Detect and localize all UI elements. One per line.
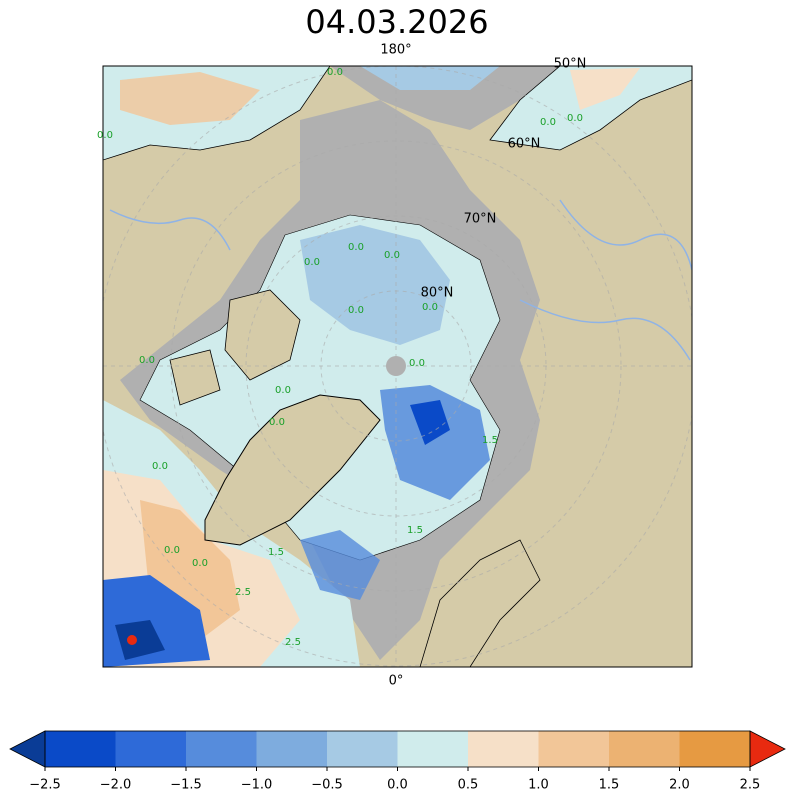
land [224,289,301,381]
colorbar-extend [9,730,46,768]
colorbar-bin [186,731,257,767]
contour-label: 2.5 [285,637,301,648]
colorbar-tick-label: 2.5 [740,778,761,793]
anomaly [115,620,165,660]
colorbar-bin [609,731,680,767]
contour-label: 0.0 [269,417,285,428]
contour-label: 1.5 [482,435,498,446]
colorbar-bin [468,731,539,767]
colorbar-tick-label: −1.0 [241,778,273,793]
map-frame [102,65,693,668]
lat-label: 50°N [554,57,587,72]
colorbar-tick-label: 2.0 [669,778,690,793]
anomaly [300,225,450,345]
contour-label: 0.0 [164,545,180,556]
colorbar-bin [45,731,116,767]
anomaly [127,635,137,645]
colorbar-extend [749,730,786,768]
colorbar-bin [397,731,468,767]
river [109,199,692,361]
colorbar-tick-label: −0.5 [311,778,343,793]
anomaly [120,72,260,125]
ocean [489,66,692,151]
anomaly [410,400,450,445]
contour-label: 0.0 [327,67,343,78]
colorbar-bin [538,731,609,767]
contour-label: 0.0 [348,305,364,316]
colorbar-tick-label: 0.0 [387,778,408,793]
anomaly [300,530,380,600]
contour-label: 0.0 [348,242,364,253]
colorbar-tick-label: −2.0 [100,778,132,793]
colorbar-tick-label: −1.5 [170,778,202,793]
colorbar-bin [679,731,750,767]
anomaly [380,385,490,500]
colorbar-bin [115,731,186,767]
title: 04.03.2026 [305,3,488,41]
colorbar-tick-label: −2.5 [29,778,61,793]
contour-label: 0.0 [540,117,556,128]
contour-label: 0.0 [275,385,291,396]
colorbar-bin [327,731,398,767]
contour-label: 1.5 [268,547,284,558]
contour-label: 0.0 [152,461,168,472]
lat-label: 70°N [464,212,497,227]
pole [386,356,406,376]
contour-label: 0.0 [304,257,320,268]
land [419,539,541,667]
lat-label: 60°N [508,137,541,152]
contour-label: 1.5 [407,525,423,536]
contour-label: 0.0 [139,355,155,366]
colorbar-bin [256,731,327,767]
anomaly [570,68,640,110]
land [169,349,221,406]
lat-label: 80°N [421,286,454,301]
lon-label: 180° [380,43,411,58]
colorbar-tick-label: 0.5 [458,778,479,793]
colorbar-tick-label: 1.0 [528,778,549,793]
lon-label: 0° [389,674,404,689]
map [103,66,692,667]
land [204,394,381,546]
contour-label: 2.5 [235,587,251,598]
colorbar-tick-label: 1.5 [599,778,620,793]
anomaly [360,66,500,90]
contour-label: 0.0 [422,302,438,313]
contour-label: 0.0 [192,558,208,569]
contour-label: 0.0 [384,250,400,261]
contour-label: 0.0 [567,113,583,124]
contour-label: 0.0 [409,358,425,369]
contour-label: 0.0 [97,130,113,141]
